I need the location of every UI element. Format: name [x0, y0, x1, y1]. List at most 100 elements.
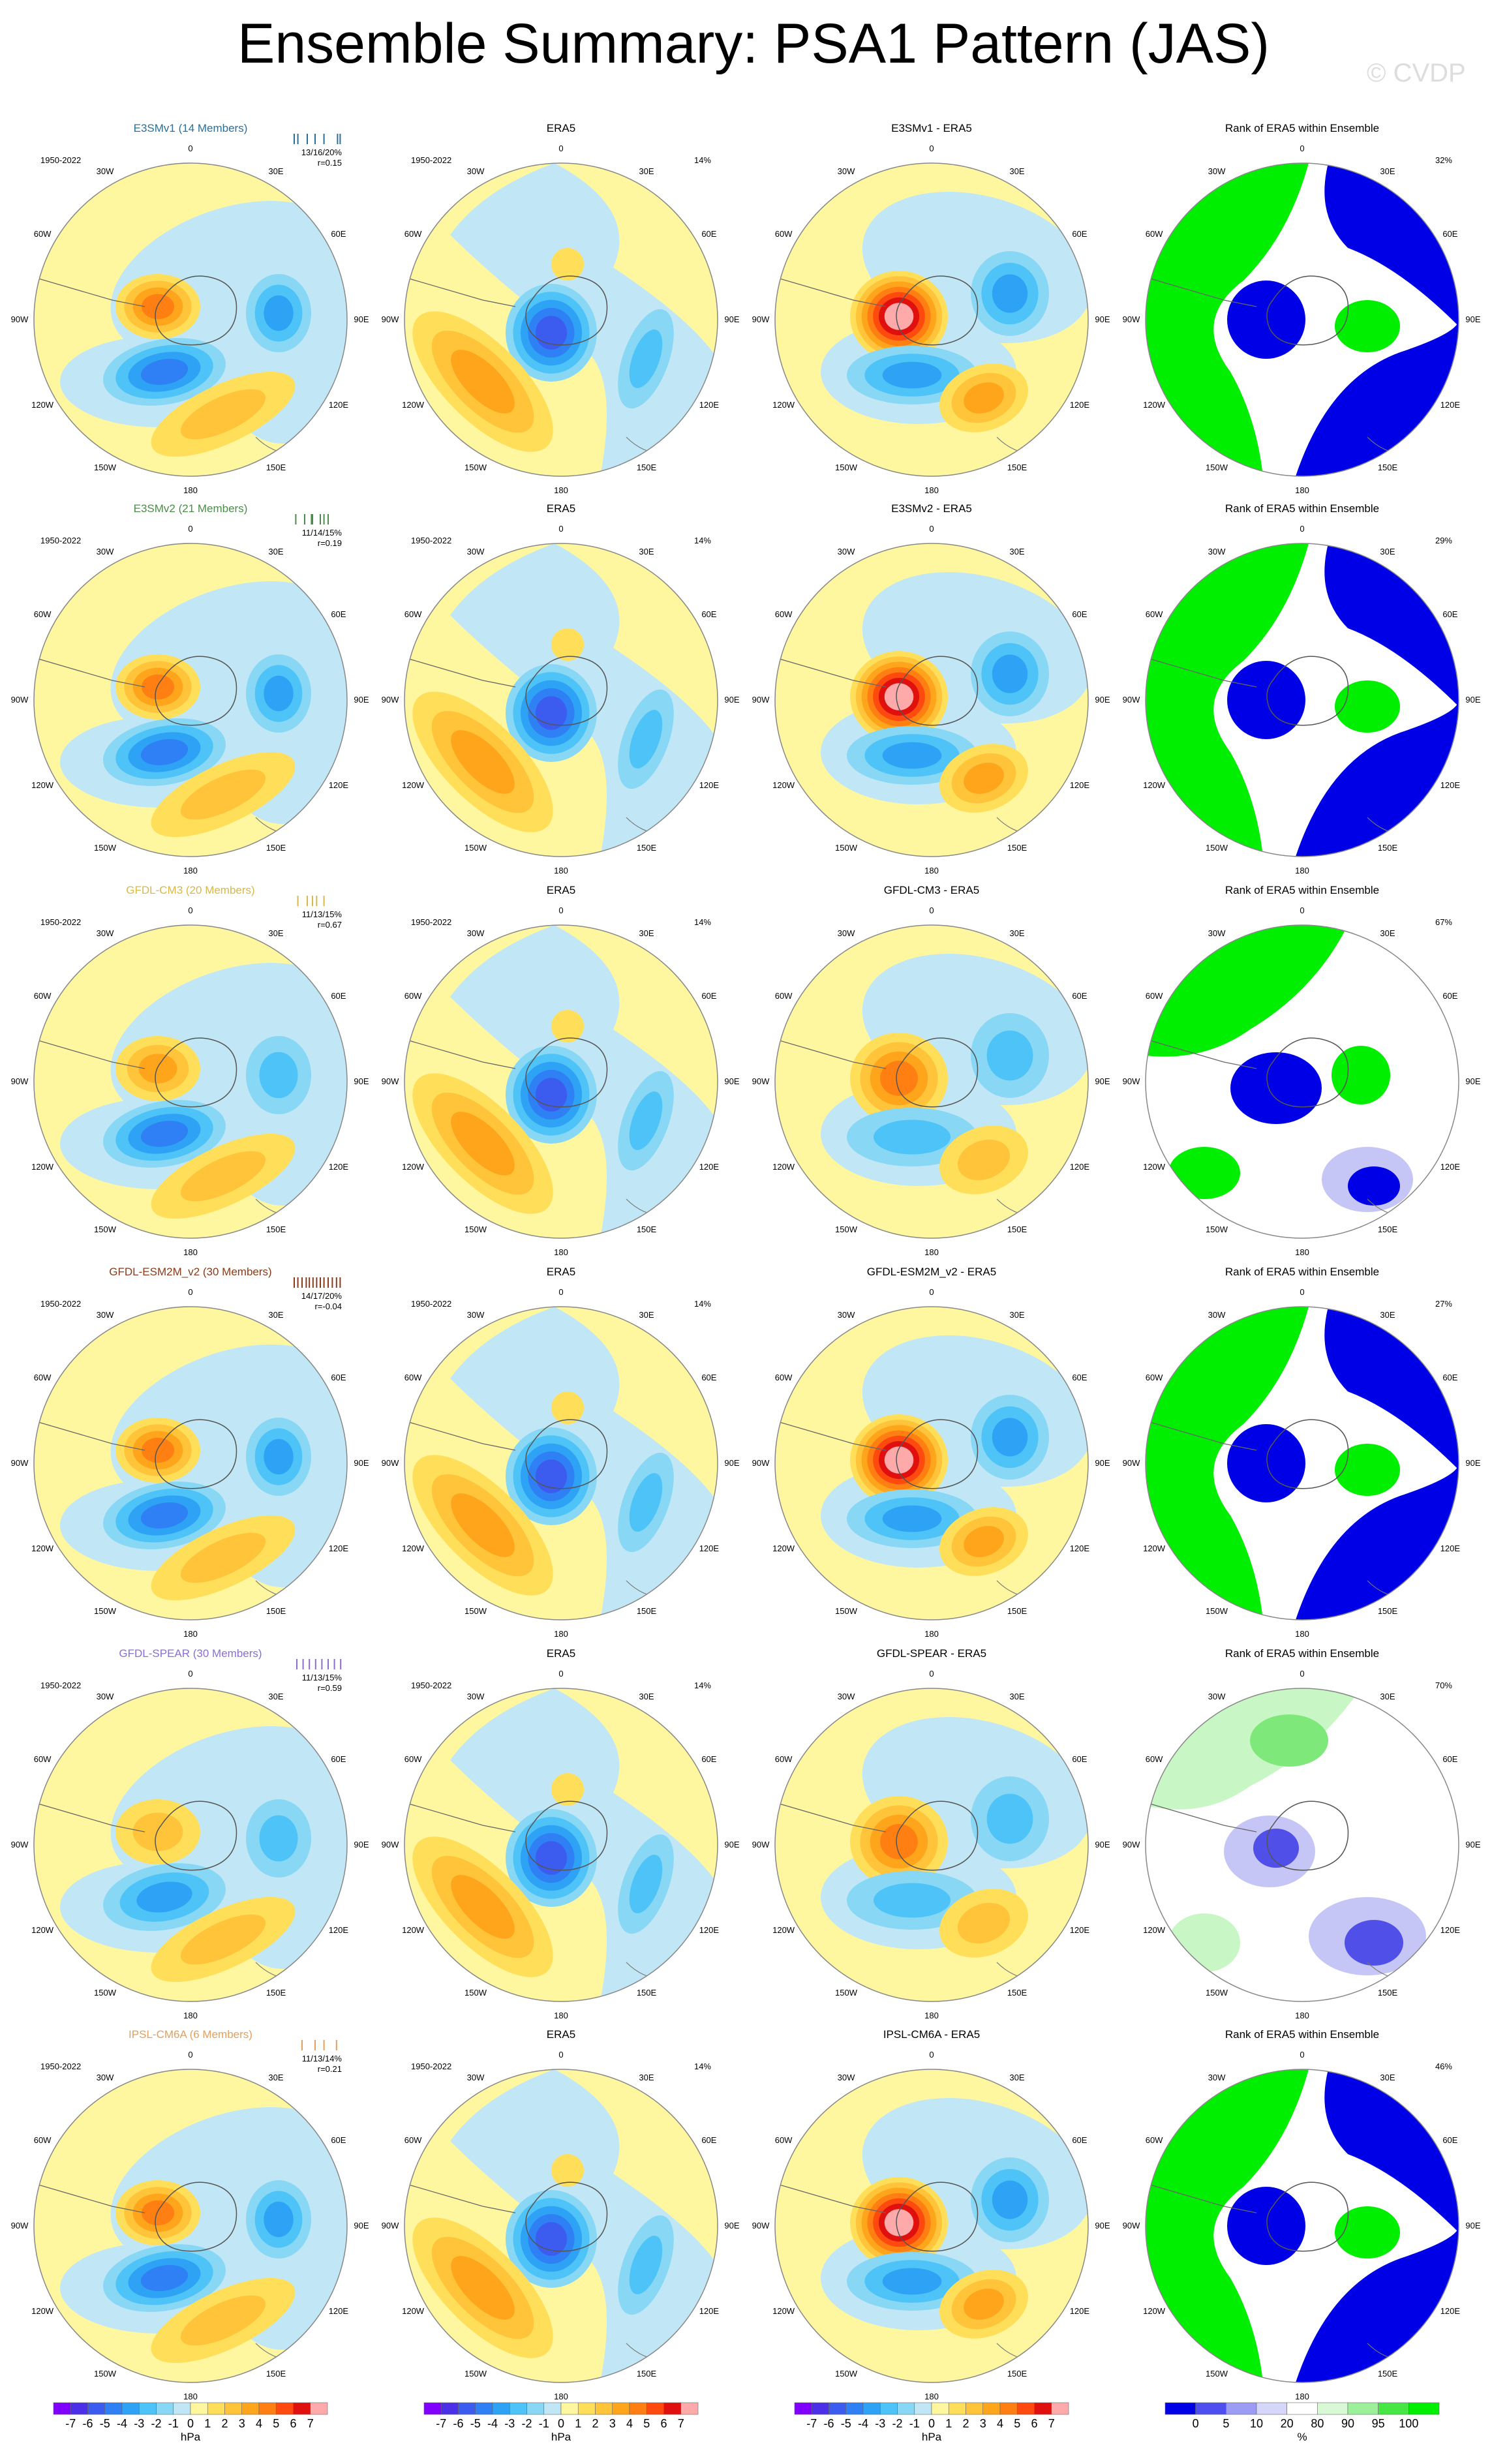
polar-map: 0 30E 60E 90E 120E 150E 180 150W 120W 90W 60W 30W	[1123, 144, 1481, 495]
negative-anomaly	[264, 295, 294, 331]
longitude-label: 0	[188, 144, 192, 153]
correlation-label: r=-0.04	[314, 1301, 342, 1311]
longitude-label: 150W	[1206, 1224, 1228, 1234]
south-america-coastline	[34, 277, 145, 307]
hpa-colorbar-tick-label: -6	[823, 2417, 834, 2430]
rank-low-region	[1227, 2187, 1305, 2265]
negative-anomaly	[535, 1078, 568, 1112]
map-fields	[775, 2069, 1088, 2382]
longitude-label: 90E	[1095, 2221, 1110, 2230]
longitude-label: 90W	[11, 1840, 29, 1849]
rank-colorbar-swatch	[1347, 2402, 1378, 2415]
longitude-label: 30E	[268, 2073, 283, 2082]
antarctica-coastline	[896, 275, 979, 346]
hpa-colorbar-swatch	[224, 2402, 243, 2415]
longitude-label: 30W	[1208, 2073, 1226, 2082]
longitude-label: 60E	[1442, 229, 1457, 239]
hpa-colorbar-tick-label: 0	[558, 2417, 564, 2430]
longitude-label: 180	[924, 866, 939, 875]
longitude-label: 90E	[354, 1458, 369, 1468]
longitude-label: 60E	[331, 609, 346, 619]
hpa-colorbar-swatch	[914, 2402, 932, 2415]
polar-map: 0 30E 60E 90E 120E 150E 180 150W 120W 90W 60W 30W	[752, 524, 1110, 875]
polar-map: 0 30E 60E 90E 120E 150E 180 150W 120W 90W 60W 30W	[382, 144, 740, 495]
longitude-label: 120E	[329, 400, 349, 410]
hpa-colorbar-swatch	[509, 2402, 527, 2415]
south-america-coastline	[404, 1039, 516, 1069]
map-boundary	[33, 543, 348, 857]
map-boundary	[1145, 543, 1459, 857]
antarctica-coastline	[896, 656, 979, 726]
rank-colorbar-tick-label: 95	[1372, 2417, 1385, 2430]
antarctica-coastline	[1266, 1801, 1349, 1871]
rank-colorbar-tick-label: 100	[1399, 2417, 1418, 2430]
longitude-label: 120W	[772, 1544, 795, 1553]
longitude-label: 0	[558, 1669, 563, 1679]
hpa-colorbar-tick-label: -2	[151, 2417, 161, 2430]
longitude-label: 30E	[1009, 547, 1024, 556]
longitude-label: 120E	[1440, 2306, 1461, 2316]
rank-colorbar-swatch	[1226, 2402, 1257, 2415]
longitude-label: 30W	[467, 1310, 485, 1320]
longitude-label: 150E	[266, 1988, 286, 1998]
model-title: GFDL-CM3 (20 Members)	[126, 884, 254, 896]
south-america-coastline	[1146, 1802, 1257, 1833]
longitude-label: 60E	[331, 991, 346, 1001]
obs-pct-label: 14%	[694, 536, 711, 545]
hpa-colorbar-swatch	[138, 2402, 157, 2415]
model-title: IPSL-CM6A (6 Members)	[129, 2028, 252, 2041]
rank-colorbar-swatch	[1195, 2402, 1226, 2415]
longitude-label: 150W	[464, 2369, 487, 2379]
longitude-label: 120W	[31, 2306, 54, 2316]
hpa-colorbar-tick-label: 2	[221, 2417, 228, 2430]
longitude-label: 180	[924, 2011, 939, 2020]
map-fields	[404, 1688, 718, 2001]
map-fields	[404, 2069, 718, 2382]
antarctica-coastline	[155, 656, 237, 726]
longitude-label: 0	[929, 905, 934, 915]
longitude-label: 150W	[94, 1988, 117, 1998]
longitude-label: 30W	[97, 166, 114, 176]
correlation-label: r=0.21	[318, 2064, 342, 2074]
positive-anomaly	[180, 389, 266, 440]
longitude-label: 60W	[404, 2135, 422, 2145]
hpa-colorbar-swatch	[931, 2402, 949, 2415]
hpa-colorbar-swatch	[458, 2402, 476, 2415]
south-america-coastline	[34, 1802, 145, 1833]
longitude-label: 60W	[404, 1373, 422, 1382]
longitude-label: 30E	[639, 2073, 654, 2082]
south-america-coastline	[775, 1420, 887, 1451]
rank-low-region	[1227, 281, 1305, 359]
positive-anomaly	[551, 1010, 584, 1042]
longitude-label: 150W	[835, 1606, 858, 1616]
map-fields	[775, 163, 1088, 476]
longitude-label: 60W	[1146, 609, 1163, 619]
longitude-label: 180	[1295, 1629, 1309, 1639]
polar-map: 0 30E 60E 90E 120E 150E 180 150W 120W 90W 60W 30W	[1123, 2050, 1481, 2401]
map-fields	[404, 543, 718, 857]
hpa-colorbar-swatch	[982, 2402, 1001, 2415]
longitude-label: 0	[1300, 524, 1304, 534]
longitude-label: 30E	[1380, 2073, 1395, 2082]
longitude-label: 180	[554, 2011, 568, 2020]
polar-map: 0 30E 60E 90E 120E 150E 180 150W 120W 90W 60W 30W	[11, 905, 369, 1257]
years-label: 1950-2022	[411, 536, 451, 545]
longitude-label: 30E	[639, 1692, 654, 1701]
longitude-label: 30W	[467, 547, 485, 556]
hpa-colorbar-tick-label: 5	[273, 2417, 279, 2430]
model-title: GFDL-ESM2M_v2 (30 Members)	[109, 1266, 271, 1278]
diff-title: GFDL-ESM2M_v2 - ERA5	[867, 1266, 996, 1278]
hpa-colorbar-tick-label: -6	[82, 2417, 93, 2430]
negative-anomaly	[140, 359, 189, 385]
antarctica-coastline	[155, 2182, 237, 2252]
rank-title: Rank of ERA5 within Ensemble	[1225, 502, 1379, 515]
longitude-label: 90E	[724, 1458, 739, 1468]
longitude-label: 90W	[752, 2221, 770, 2230]
longitude-label: 150E	[1007, 1988, 1028, 1998]
hpa-colorbar-tick-label: -7	[65, 2417, 76, 2430]
longitude-label: 60W	[34, 991, 52, 1001]
obs-title: ERA5	[547, 2028, 575, 2041]
stats-label: 14/17/20%	[301, 1291, 342, 1301]
antarctica-coastline	[1266, 275, 1349, 346]
